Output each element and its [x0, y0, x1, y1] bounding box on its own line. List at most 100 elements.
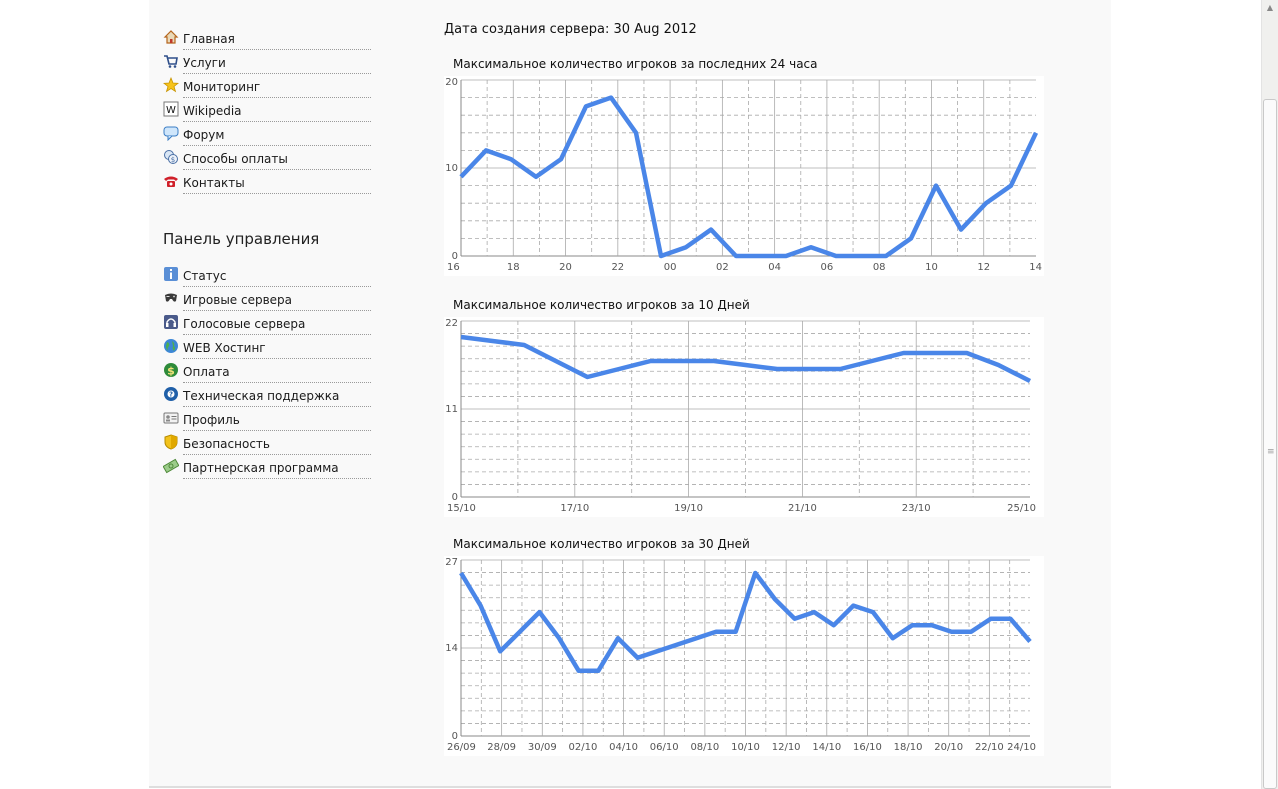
menu-item-label: Партнерская программа	[183, 460, 371, 479]
page-bottom-border	[149, 786, 1111, 788]
x-tick-label: 16	[447, 262, 460, 273]
x-tick-label: 21/10	[788, 503, 817, 514]
x-tick-label: 08	[873, 262, 886, 273]
x-tick-label: 04	[768, 262, 781, 273]
x-tick-label: 24/10	[1007, 742, 1036, 753]
chart-30d-title: Максимальное количество игроков за 30 Дн…	[453, 537, 750, 551]
chart-24h: 0 10 20 16 18 20 22 00 02 04 06 08 10 12 14	[444, 76, 1044, 276]
menu-item-label: Оплата	[183, 364, 371, 383]
x-tick-label: 20	[559, 262, 572, 273]
panel-item-payment[interactable]: $ Оплата	[163, 359, 371, 383]
menu-item-label: Мониторинг	[183, 79, 371, 98]
menu-item-label: Техническая поддержка	[183, 388, 371, 407]
menu-item-label: Способы оплаты	[183, 151, 371, 170]
info-icon	[163, 266, 179, 282]
x-tick-label: 18/10	[894, 742, 923, 753]
x-tick-label: 12/10	[772, 742, 801, 753]
wikipedia-icon: W	[163, 101, 179, 117]
menu-item-contacts[interactable]: Контакты	[163, 170, 371, 194]
panel-item-voice-servers[interactable]: Голосовые сервера	[163, 311, 371, 335]
menu-item-forum[interactable]: Форум	[163, 122, 371, 146]
y-tick-label: 11	[445, 404, 458, 415]
panel-item-status[interactable]: Статус	[163, 263, 371, 287]
panel-item-game-servers[interactable]: Игровые сервера	[163, 287, 371, 311]
chart-24h-svg: 0 10 20 16 18 20 22 00 02 04 06 08 10 12 14	[445, 77, 1042, 273]
x-tick-label: 28/09	[487, 742, 516, 753]
panel-item-profile[interactable]: Профиль	[163, 407, 371, 431]
menu-item-label: Игровые сервера	[183, 292, 371, 311]
y-tick-label: 20	[445, 77, 458, 88]
chart-10d-title: Максимальное количество игроков за 10 Дн…	[453, 298, 750, 312]
chart-30d-svg: 0 14 27 26/09 28/09 30/09 02/10 04/10 06/10 08/10…	[445, 557, 1036, 753]
menu-item-label: WEB Хостинг	[183, 340, 371, 359]
chart-10d-svg: 0 11 22 15/10 17/10 19/10 21/10 23/10 25/10	[445, 318, 1036, 514]
x-tick-label: 22	[611, 262, 624, 273]
phone-icon	[163, 173, 179, 189]
menu-item-services[interactable]: Услуги	[163, 50, 371, 74]
x-tick-label: 00	[664, 262, 677, 273]
y-tick-label: 0	[452, 251, 458, 262]
support-icon: ?	[163, 386, 179, 402]
menu-item-label: Wikipedia	[183, 103, 371, 122]
y-tick-label: 14	[445, 643, 458, 654]
x-tick-label: 22/10	[975, 742, 1004, 753]
vertical-scrollbar[interactable]: ▲ ≡	[1261, 0, 1278, 789]
menu-item-label: Статус	[183, 268, 371, 287]
scrollbar-thumb[interactable]: ≡	[1263, 99, 1277, 789]
main-menu: Главная Услуги Мониторинг W Wikipedia Фо…	[163, 26, 371, 194]
x-tick-label: 15/10	[447, 503, 476, 514]
menu-item-label: Безопасность	[183, 436, 371, 455]
svg-text:$: $	[167, 365, 175, 378]
x-tick-label: 23/10	[902, 503, 931, 514]
panel-item-security[interactable]: Безопасность	[163, 431, 371, 455]
x-tick-label: 30/09	[528, 742, 557, 753]
series-line	[460, 334, 1032, 384]
y-tick-label: 22	[445, 318, 458, 329]
x-tick-label: 19/10	[674, 503, 703, 514]
menu-item-label: Контакты	[183, 175, 371, 194]
panel-item-tech-support[interactable]: ? Техническая поддержка	[163, 383, 371, 407]
scroll-up-arrow-icon[interactable]: ▲	[1266, 3, 1274, 12]
cart-icon	[163, 53, 179, 69]
x-tick-label: 10/10	[731, 742, 760, 753]
chart-10d: 0 11 22 15/10 17/10 19/10 21/10 23/10 25/10	[444, 317, 1044, 517]
svg-text:?: ?	[169, 391, 173, 399]
gamepad-icon	[163, 290, 179, 306]
x-tick-label: 08/10	[690, 742, 719, 753]
menu-item-label: Услуги	[183, 55, 371, 74]
money-icon: $	[163, 149, 179, 165]
menu-item-wikipedia[interactable]: W Wikipedia	[163, 98, 371, 122]
chart-24h-title: Максимальное количество игроков за после…	[453, 57, 818, 71]
id-card-icon	[163, 410, 179, 426]
menu-item-label: Главная	[183, 31, 371, 50]
server-creation-date: Дата создания сервера: 30 Aug 2012	[444, 22, 697, 37]
y-tick-label: 0	[452, 492, 458, 503]
x-tick-label: 17/10	[560, 503, 589, 514]
x-tick-label: 06/10	[650, 742, 679, 753]
menu-item-label: Голосовые сервера	[183, 316, 371, 335]
grip-icon: ≡	[1267, 447, 1275, 457]
menu-item-monitoring[interactable]: Мониторинг	[163, 74, 371, 98]
menu-item-home[interactable]: Главная	[163, 26, 371, 50]
x-tick-label: 14/10	[812, 742, 841, 753]
control-panel-heading: Панель управления	[163, 230, 320, 248]
series-line	[459, 570, 1032, 674]
control-panel-menu: Статус Игровые сервера Голосовые сервера…	[163, 263, 371, 479]
x-tick-label: 20/10	[934, 742, 963, 753]
x-tick-label: 06	[821, 262, 834, 273]
x-tick-label: 02/10	[569, 742, 598, 753]
menu-item-label: Форум	[183, 127, 371, 146]
svg-text:W: W	[166, 105, 176, 116]
x-tick-label: 12	[977, 262, 990, 273]
menu-item-payment-methods[interactable]: $ Способы оплаты	[163, 146, 371, 170]
x-tick-label: 25/10	[1007, 503, 1036, 514]
chart-30d: 0 14 27 26/09 28/09 30/09 02/10 04/10 06/10 08/10…	[444, 556, 1044, 756]
svg-text:$: $	[171, 156, 175, 164]
dollar-icon: $	[163, 362, 179, 378]
star-icon	[163, 77, 179, 93]
menu-item-label: Профиль	[183, 412, 371, 431]
panel-item-web-hosting[interactable]: WEB Хостинг	[163, 335, 371, 359]
panel-item-partner-program[interactable]: Партнерская программа	[163, 455, 371, 479]
banknote-icon	[163, 458, 179, 474]
headset-icon	[163, 314, 179, 330]
